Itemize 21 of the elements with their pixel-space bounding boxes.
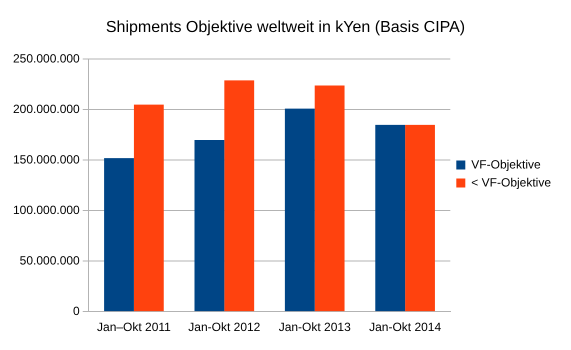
bar (134, 104, 164, 312)
bar (314, 85, 345, 312)
legend-label: < VF-Objektive (471, 175, 552, 190)
bar (284, 108, 315, 312)
y-tick-label: 100.000.000 (13, 202, 80, 217)
y-tick-label: 150.000.000 (13, 152, 80, 166)
x-tick-label: Jan–Okt 2011 (97, 320, 172, 334)
x-tick-label: Jan-Okt 2014 (369, 320, 442, 334)
bar (224, 80, 254, 312)
bar (375, 124, 406, 312)
bar (405, 124, 435, 312)
y-tick-label: 250.000.000 (13, 52, 80, 66)
x-tick-label: Jan-Okt 2012 (188, 320, 261, 334)
y-tick-label: 200.000.000 (13, 102, 80, 116)
bar (104, 158, 134, 312)
legend-label: VF-Objektive (471, 157, 541, 172)
y-tick-label: 50.000.000 (20, 253, 80, 268)
chart-title: Shipments Objektive weltweit in kYen (Basis CIPA) (106, 19, 466, 36)
bar (194, 140, 224, 312)
x-tick-label: Jan-Okt 2013 (278, 320, 352, 334)
y-tick-label: 0 (73, 304, 80, 318)
